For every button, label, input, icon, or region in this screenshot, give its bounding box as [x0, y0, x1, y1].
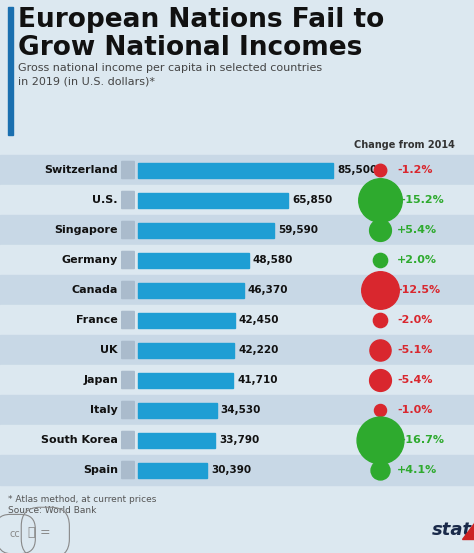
- FancyBboxPatch shape: [121, 191, 135, 209]
- Point: [376, 226, 384, 234]
- Bar: [0, 455, 474, 485]
- Text: Source: World Bank: Source: World Bank: [8, 506, 96, 515]
- Text: 46,370: 46,370: [248, 285, 288, 295]
- Point: [376, 196, 384, 205]
- Text: +2.0%: +2.0%: [397, 255, 437, 265]
- Text: 33,790: 33,790: [219, 435, 259, 445]
- Text: Japan: Japan: [83, 375, 118, 385]
- Text: +5.4%: +5.4%: [397, 225, 437, 235]
- Bar: [138, 222, 274, 237]
- Text: 42,450: 42,450: [239, 315, 279, 325]
- Text: European Nations Fail to: European Nations Fail to: [18, 7, 384, 33]
- Text: 48,580: 48,580: [253, 255, 293, 265]
- Text: U.S.: U.S.: [92, 195, 118, 205]
- Text: 34,530: 34,530: [221, 405, 261, 415]
- Bar: [138, 283, 244, 298]
- Polygon shape: [462, 523, 474, 539]
- Text: 85,500: 85,500: [337, 165, 377, 175]
- Bar: [8, 7, 13, 135]
- Bar: [138, 342, 234, 357]
- FancyBboxPatch shape: [121, 461, 135, 479]
- Bar: [0, 365, 474, 395]
- Text: -5.1%: -5.1%: [397, 345, 432, 355]
- Point: [376, 405, 384, 414]
- Text: Spain: Spain: [83, 465, 118, 475]
- Text: UK: UK: [100, 345, 118, 355]
- Text: * Atlas method, at current prices: * Atlas method, at current prices: [8, 495, 156, 504]
- Bar: [0, 275, 474, 305]
- Bar: [138, 373, 233, 388]
- FancyBboxPatch shape: [121, 401, 135, 419]
- Text: -1.2%: -1.2%: [397, 165, 432, 175]
- Bar: [0, 425, 474, 455]
- Point: [376, 466, 384, 474]
- Point: [376, 346, 384, 354]
- Text: 30,390: 30,390: [211, 465, 251, 475]
- Bar: [0, 335, 474, 365]
- Text: South Korea: South Korea: [41, 435, 118, 445]
- Text: +16.7%: +16.7%: [397, 435, 445, 445]
- Point: [376, 375, 384, 384]
- Bar: [0, 185, 474, 215]
- FancyBboxPatch shape: [121, 431, 135, 449]
- Text: 59,590: 59,590: [278, 225, 318, 235]
- Text: -2.0%: -2.0%: [397, 315, 432, 325]
- Text: ⓘ: ⓘ: [27, 526, 35, 539]
- Text: Change from 2014: Change from 2014: [354, 140, 455, 150]
- Text: Gross national income per capita in selected countries
in 2019 (in U.S. dollars): Gross national income per capita in sele…: [18, 63, 322, 87]
- Point: [376, 316, 384, 325]
- Bar: [0, 395, 474, 425]
- Point: [376, 436, 384, 445]
- Text: =: =: [40, 526, 51, 539]
- FancyBboxPatch shape: [121, 311, 135, 329]
- Point: [376, 255, 384, 264]
- Text: statista: statista: [432, 521, 474, 539]
- Text: +4.1%: +4.1%: [397, 465, 437, 475]
- Text: Singapore: Singapore: [55, 225, 118, 235]
- Text: 42,220: 42,220: [238, 345, 279, 355]
- Text: Germany: Germany: [62, 255, 118, 265]
- Text: -12.5%: -12.5%: [397, 285, 440, 295]
- FancyBboxPatch shape: [121, 221, 135, 239]
- Text: France: France: [76, 315, 118, 325]
- Text: +15.2%: +15.2%: [397, 195, 445, 205]
- Text: cc: cc: [10, 529, 21, 539]
- Point: [376, 165, 384, 174]
- Text: 41,710: 41,710: [237, 375, 278, 385]
- Text: Italy: Italy: [90, 405, 118, 415]
- Text: 65,850: 65,850: [292, 195, 332, 205]
- FancyBboxPatch shape: [121, 161, 135, 179]
- Bar: [138, 312, 235, 327]
- Bar: [0, 305, 474, 335]
- Bar: [138, 192, 288, 207]
- Text: Grow National Incomes: Grow National Incomes: [18, 35, 363, 61]
- FancyBboxPatch shape: [121, 341, 135, 359]
- FancyBboxPatch shape: [121, 251, 135, 269]
- FancyBboxPatch shape: [121, 371, 135, 389]
- Bar: [138, 403, 217, 418]
- Bar: [0, 215, 474, 245]
- Bar: [138, 163, 333, 178]
- Bar: [0, 155, 474, 185]
- FancyBboxPatch shape: [121, 281, 135, 299]
- Text: -1.0%: -1.0%: [397, 405, 432, 415]
- Text: -5.4%: -5.4%: [397, 375, 432, 385]
- Bar: [0, 245, 474, 275]
- Bar: [138, 462, 207, 477]
- Bar: [138, 253, 249, 268]
- Bar: [138, 432, 215, 447]
- Text: Canada: Canada: [72, 285, 118, 295]
- Text: Switzerland: Switzerland: [45, 165, 118, 175]
- Point: [376, 285, 384, 294]
